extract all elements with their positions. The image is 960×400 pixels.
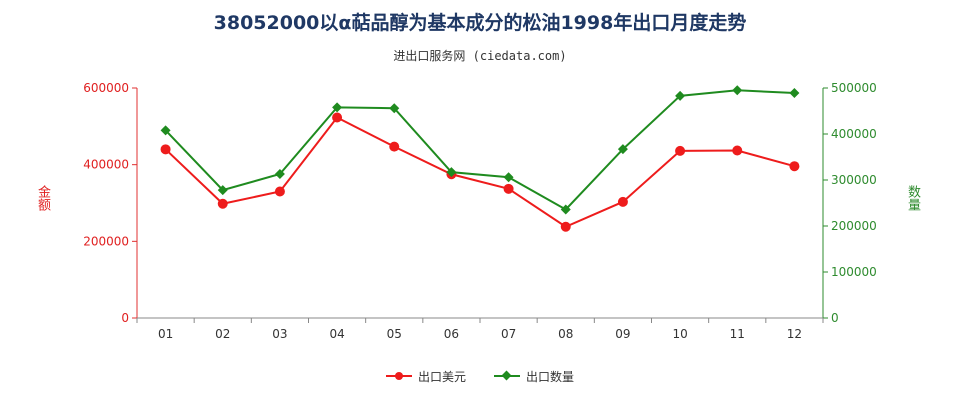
y-left-tick-label: 600000 [83,81,129,95]
series-line-export-usd [164,116,795,228]
x-tick-label: 12 [787,327,802,341]
legend-label-export-usd: 出口美元 [417,369,466,384]
legend-label-export-quantity: 出口数量 [526,369,575,384]
x-tick-label: 05 [387,327,402,341]
y-axis-right-label: 数量 [905,185,920,211]
data-point-usd [675,145,686,156]
data-point-usd [217,198,228,209]
data-point-usd [160,144,171,155]
data-point-quantity [160,125,171,136]
legend-item-export-quantity[interactable]: 出口数量 [494,368,574,385]
data-point-quantity [675,90,686,101]
x-tick-label: 01 [158,327,173,341]
chart-title: 38052000以α萜品醇为基本成分的松油1998年出口月度走势 [213,12,747,34]
data-point-quantity [789,88,800,99]
data-point-usd [789,161,800,172]
x-tick-label: 10 [672,327,687,341]
y-right-tick-label: 300000 [831,173,877,187]
data-point-quantity [389,103,400,114]
data-point-quantity [617,144,628,155]
chart-subtitle: 进出口服务网 (ciedata.com) [393,49,567,63]
data-point-usd [732,145,743,156]
x-tick-label: 06 [444,327,459,341]
y-right-tick-label: 100000 [831,265,877,279]
data-point-quantity [446,167,457,178]
data-point-usd [332,112,343,123]
series-line-export-quantity [164,89,795,211]
data-point-quantity [732,85,743,96]
y-left-tick-label: 0 [121,311,129,325]
x-tick-label: 02 [215,327,230,341]
data-point-usd [503,183,514,194]
y-right-tick-label: 0 [831,311,839,325]
data-point-usd [560,221,571,232]
legend: 出口美元 出口数量 [0,366,960,386]
x-tick-label: 08 [558,327,573,341]
x-tick-label: 04 [329,327,344,341]
legend-swatch-green-icon [494,370,520,381]
x-tick-label: 03 [272,327,287,341]
y-right-tick-label: 200000 [831,219,877,233]
legend-swatch-red-icon [385,371,412,381]
data-point-usd [274,186,285,197]
data-point-quantity [560,204,571,215]
y-left-tick-label: 200000 [83,234,129,248]
data-point-quantity [332,102,343,113]
y-axis-left-label: 金额 [35,185,50,211]
data-point-quantity [503,172,514,183]
data-point-usd [617,196,628,207]
x-tick-label: 07 [501,327,516,341]
data-point-usd [389,141,400,152]
y-left-tick-label: 400000 [83,158,129,172]
data-point-quantity [274,169,285,180]
x-tick-label: 11 [730,327,745,341]
y-right-tick-label: 500000 [831,81,877,95]
x-tick-label: 09 [615,327,630,341]
legend-item-export-usd[interactable]: 出口美元 [385,368,466,385]
data-point-quantity [217,185,228,196]
y-right-tick-label: 400000 [831,127,877,141]
